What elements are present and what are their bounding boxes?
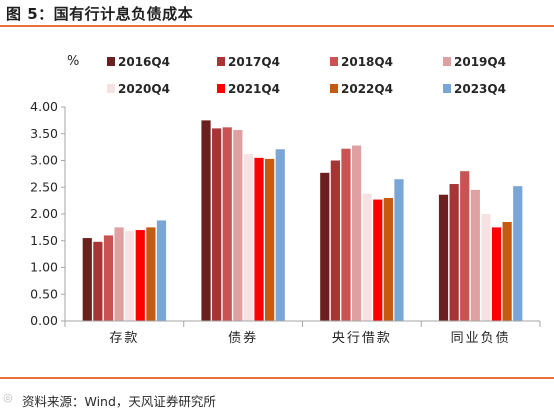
legend-label-2023Q4: 2023Q4 <box>454 82 506 96</box>
bar-2020Q4-债券 <box>243 154 254 321</box>
bar-2017Q4-同业负债 <box>449 184 459 321</box>
bar-2022Q4-债券 <box>265 158 275 321</box>
legend-swatch-2022Q4 <box>330 84 338 93</box>
bar-2018Q4-央行借款 <box>341 148 351 321</box>
legend-swatch-2019Q4 <box>443 57 451 66</box>
legend-label-2022Q4: 2022Q4 <box>341 82 393 96</box>
bar-2021Q4-央行借款 <box>373 199 383 321</box>
legend-swatch-2016Q4 <box>107 57 115 66</box>
bar-chart: % 2016Q4 2017Q4 2018Q4 2019Q4 2020Q4 2021Q4 202… <box>30 54 541 346</box>
figure-title: 图 5：国有行计息负债成本 <box>6 5 194 23</box>
bar-2023Q4-债券 <box>275 149 285 321</box>
bar-2019Q4-央行借款 <box>351 145 362 321</box>
legend-swatch-2020Q4 <box>107 84 115 93</box>
bar-2020Q4-同业负债 <box>481 214 491 321</box>
x-axis: 存款 债券 央行借款 同业负债 <box>64 320 541 346</box>
legend-swatch-2023Q4 <box>443 84 451 93</box>
bar-2021Q4-债券 <box>254 157 264 321</box>
legend-label-2017Q4: 2017Q4 <box>228 55 280 69</box>
legend-label-2019Q4: 2019Q4 <box>454 55 506 69</box>
bar-2019Q4-同业负债 <box>470 189 480 321</box>
y-axis: 0.00 0.50 1.00 1.50 2.00 2.50 3.00 3.50 4.00 <box>30 99 66 328</box>
y-tick-label: 2.00 <box>30 206 58 221</box>
bar-2021Q4-存款 <box>135 230 145 321</box>
bar-2020Q4-央行借款 <box>362 193 372 321</box>
legend-label-2020Q4: 2020Q4 <box>118 82 170 96</box>
bottom-divider <box>0 377 554 379</box>
y-tick-label: 0.00 <box>30 313 58 328</box>
bar-2022Q4-存款 <box>146 227 156 322</box>
bar-2019Q4-债券 <box>233 130 243 321</box>
legend: % 2016Q4 2017Q4 2018Q4 2019Q4 2020Q4 2021Q4 202… <box>67 54 506 96</box>
bar-2019Q4-存款 <box>114 227 124 322</box>
bar-2021Q4-同业负债 <box>491 227 502 322</box>
y-tick-label: 1.50 <box>30 233 58 248</box>
y-tick-label: 4.00 <box>30 99 58 114</box>
y-tick-label: 2.50 <box>30 179 58 194</box>
legend-swatch-2018Q4 <box>330 57 338 66</box>
source-note: 资料来源：Wind，天风证券研究所 <box>22 394 216 409</box>
x-tick-label: 央行借款 <box>332 331 392 346</box>
bar-2016Q4-存款 <box>82 238 92 321</box>
bar-2016Q4-债券 <box>201 120 211 322</box>
y-tick-label: 3.00 <box>30 153 58 168</box>
bar-2017Q4-央行借款 <box>330 160 340 321</box>
bar-2017Q4-债券 <box>212 128 222 321</box>
watermark-icon: ◎ <box>3 391 13 404</box>
x-tick-label: 存款 <box>109 331 139 346</box>
y-tick-label: 1.00 <box>30 260 58 275</box>
bar-2023Q4-央行借款 <box>394 179 404 321</box>
legend-swatch-2021Q4 <box>217 84 225 93</box>
legend-label-2018Q4: 2018Q4 <box>341 55 393 69</box>
y-tick-label: 0.50 <box>30 286 58 301</box>
bars <box>82 120 523 322</box>
x-tick-label: 债券 <box>228 330 258 346</box>
legend-label-2021Q4: 2021Q4 <box>228 82 280 96</box>
y-unit-label: % <box>67 54 79 69</box>
bar-2018Q4-存款 <box>103 235 114 321</box>
bar-2022Q4-央行借款 <box>383 197 393 321</box>
bar-2022Q4-同业负债 <box>502 222 512 321</box>
bar-2018Q4-同业负债 <box>460 171 470 321</box>
bar-2016Q4-同业负债 <box>438 194 449 321</box>
bar-2016Q4-央行借款 <box>320 172 330 321</box>
top-divider <box>0 25 554 27</box>
legend-swatch-2017Q4 <box>217 57 225 66</box>
bar-2020Q4-存款 <box>125 231 135 321</box>
bar-2023Q4-同业负债 <box>513 186 523 321</box>
bar-2018Q4-债券 <box>222 127 232 321</box>
y-tick-label: 3.50 <box>30 126 58 141</box>
bar-2017Q4-存款 <box>93 241 103 321</box>
x-tick-label: 同业负债 <box>451 331 511 346</box>
bar-2023Q4-存款 <box>156 220 167 321</box>
legend-label-2016Q4: 2016Q4 <box>118 55 170 69</box>
